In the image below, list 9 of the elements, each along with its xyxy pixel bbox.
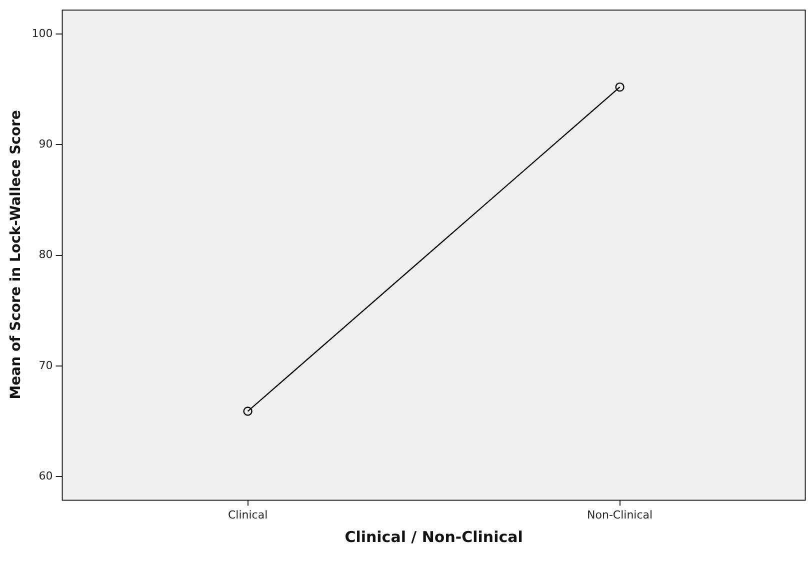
- y-tick-label: 90: [38, 137, 53, 150]
- y-tick-label: 80: [38, 248, 53, 262]
- y-axis-title: Mean of Score in Lock-Wallece Score: [8, 110, 24, 400]
- y-tick-label: 70: [38, 358, 53, 372]
- x-axis-title: Clinical / Non-Clinical: [344, 528, 523, 546]
- y-tick-label: 100: [32, 26, 53, 40]
- x-tick-label: Non-Clinical: [587, 508, 653, 522]
- x-tick-label: Clinical: [228, 508, 268, 522]
- y-tick-label: 60: [38, 469, 53, 482]
